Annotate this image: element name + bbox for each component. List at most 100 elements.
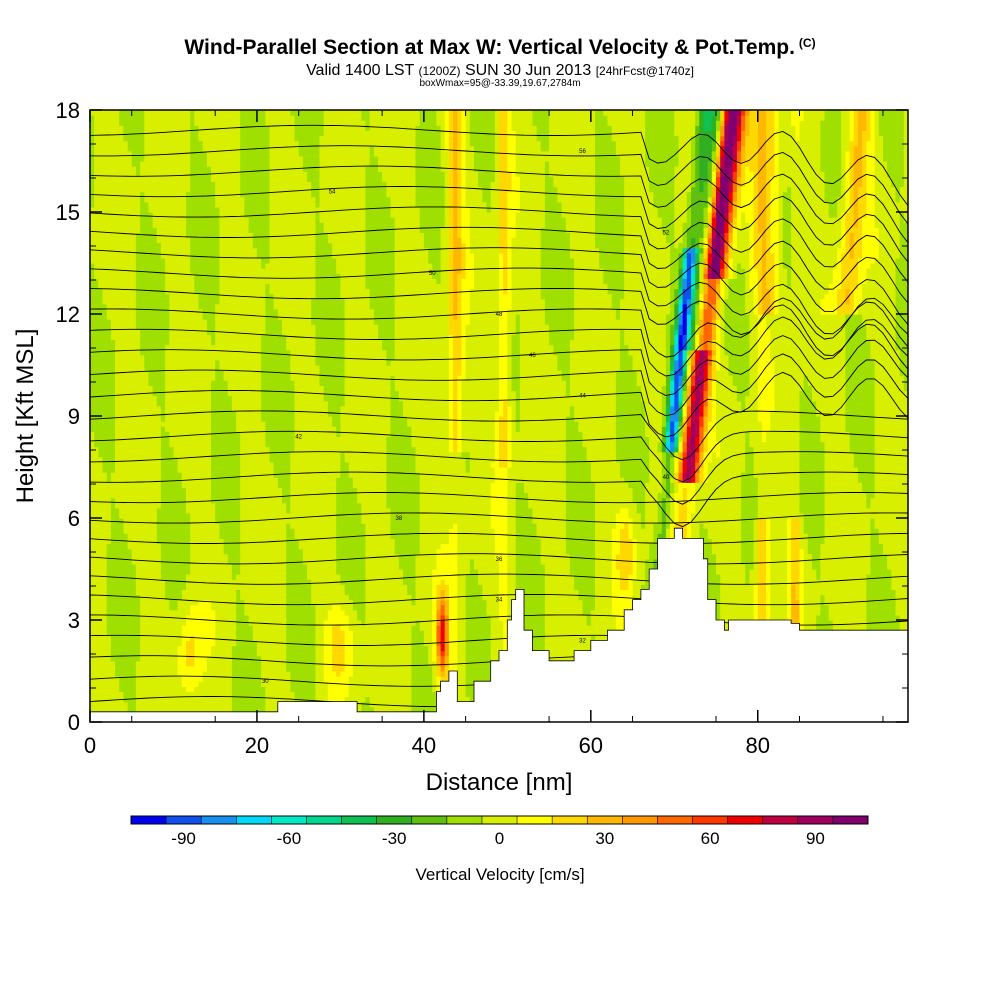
velocity-cell: [878, 247, 901, 254]
velocity-cell: [828, 206, 838, 213]
velocity-cell: [90, 431, 95, 437]
velocity-cell: [741, 217, 746, 223]
velocity-cell: [699, 268, 705, 274]
velocity-cell: [791, 528, 800, 534]
velocity-cell: [845, 359, 876, 366]
velocity-cell: [799, 461, 826, 468]
velocity-cell: [140, 196, 145, 203]
velocity-cell: [699, 405, 705, 412]
velocity-cell: [665, 502, 671, 509]
velocity-cell: [90, 242, 137, 249]
velocity-cell: [707, 472, 742, 478]
velocity-cell: [645, 405, 663, 412]
velocity-cell: [724, 206, 730, 213]
velocity-cell: [219, 528, 241, 534]
velocity-cell: [106, 569, 137, 575]
velocity-cell: [691, 528, 700, 534]
velocity-cell: [365, 599, 412, 606]
velocity-cell: [160, 461, 179, 468]
velocity-cell: [386, 456, 417, 463]
velocity-cell: [703, 268, 709, 274]
velocity-cell: [448, 201, 454, 208]
velocity-cell: [344, 451, 387, 458]
velocity-cell: [791, 553, 800, 560]
chart-title: Wind-Parallel Section at Max W: Vertical…: [0, 36, 1000, 60]
velocity-cell: [665, 344, 671, 351]
velocity-cell: [782, 217, 792, 223]
velocity-cell: [845, 217, 855, 223]
velocity-cell: [419, 543, 442, 550]
velocity-cell: [716, 385, 738, 392]
velocity-cell: [202, 308, 216, 315]
velocity-cell: [227, 553, 241, 560]
velocity-cell: [820, 599, 826, 606]
velocity-cell: [791, 186, 826, 193]
velocity-cell: [620, 507, 629, 514]
velocity-cell: [749, 227, 755, 233]
velocity-cell: [720, 242, 725, 249]
velocity-cell: [457, 232, 463, 239]
velocity-cell: [745, 283, 750, 290]
velocity-cell: [290, 451, 341, 458]
velocity-cell: [895, 334, 908, 341]
velocity-cell: [415, 553, 437, 560]
velocity-cell: [891, 584, 908, 590]
velocity-cell: [315, 650, 325, 657]
velocity-cell: [453, 314, 458, 320]
velocity-cell: [695, 446, 700, 453]
velocity-cell: [866, 584, 892, 590]
velocity-cell: [286, 655, 316, 662]
velocity-cell: [323, 635, 333, 641]
velocity-cell: [791, 548, 800, 555]
velocity-cell: [344, 380, 392, 386]
velocity-cell: [824, 467, 859, 473]
velocity-cell: [440, 660, 446, 667]
velocity-cell: [695, 461, 700, 468]
velocity-cell: [595, 206, 625, 213]
velocity-cell: [440, 630, 446, 636]
velocity-cell: [386, 502, 421, 509]
velocity-cell: [720, 298, 725, 305]
velocity-cell: [190, 563, 233, 570]
velocity-cell: [90, 492, 162, 499]
velocity-cell: [165, 344, 262, 351]
velocity-cell: [423, 630, 433, 636]
velocity-cell: [741, 528, 755, 534]
velocity-cell: [340, 421, 392, 427]
velocity-cell: [720, 579, 746, 585]
velocity-cell: [319, 217, 366, 223]
velocity-cell: [724, 263, 730, 269]
velocity-cell: [448, 217, 454, 223]
velocity-cell: [286, 528, 296, 534]
velocity-cell: [403, 569, 417, 575]
velocity-cell: [440, 257, 450, 264]
velocity-cell: [394, 375, 450, 381]
velocity-cell: [365, 563, 400, 570]
velocity-cell: [766, 579, 771, 585]
velocity-cell: [670, 242, 675, 249]
velocity-cell: [423, 237, 442, 244]
velocity-cell: [824, 451, 855, 458]
velocity-cell: [691, 181, 696, 188]
velocity-cell: [899, 620, 908, 626]
velocity-cell: [674, 482, 680, 488]
velocity-cell: [670, 467, 675, 473]
velocity-cell: [645, 512, 659, 519]
velocity-cell: [799, 431, 821, 437]
velocity-cell: [448, 645, 458, 652]
velocity-cell: [686, 217, 692, 223]
velocity-cell: [691, 268, 696, 274]
velocity-cell: [540, 247, 571, 254]
velocity-cell: [766, 538, 771, 545]
velocity-cell: [432, 594, 437, 601]
velocity-cell: [707, 410, 713, 417]
velocity-cell: [674, 365, 680, 371]
velocity-cell: [695, 354, 700, 361]
velocity-cell: [444, 625, 450, 631]
velocity-cell: [465, 625, 492, 631]
velocity-cell: [165, 288, 195, 295]
velocity-cell: [519, 421, 567, 427]
velocity-cell: [699, 431, 705, 437]
velocity-cell: [231, 686, 266, 692]
velocity-cell: [540, 232, 571, 239]
